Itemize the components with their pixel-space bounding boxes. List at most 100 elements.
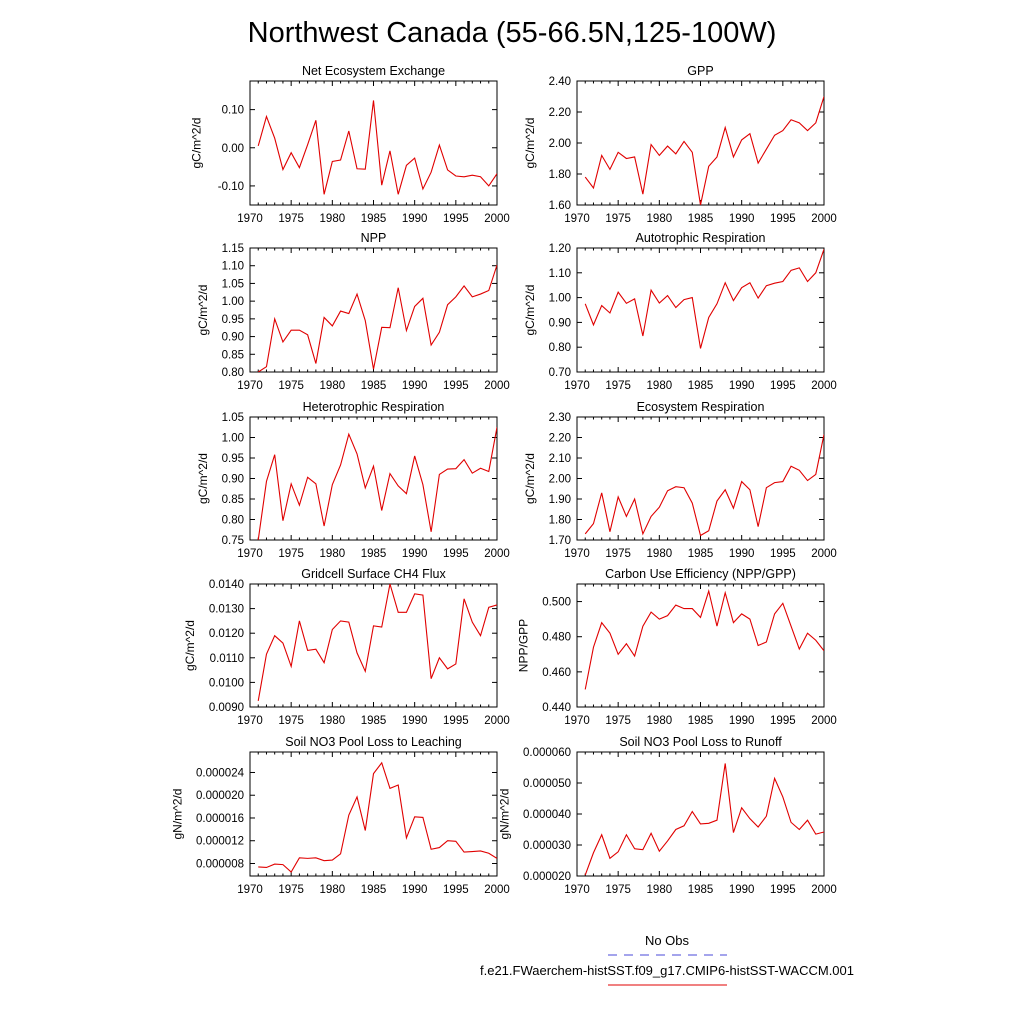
x-tick-label: 2000 bbox=[484, 548, 510, 560]
plot-frame bbox=[576, 416, 825, 541]
x-tick-label: 1985 bbox=[361, 213, 387, 225]
x-tick-label: 1975 bbox=[605, 884, 631, 896]
x-tick-label: 1995 bbox=[443, 548, 469, 560]
x-tick-label: 1985 bbox=[688, 548, 714, 560]
x-tick-label: 1980 bbox=[647, 548, 673, 560]
y-axis-label: gC/m^2/d bbox=[523, 453, 537, 504]
x-tick-label: 1970 bbox=[564, 884, 590, 896]
x-tick-label: 2000 bbox=[484, 213, 510, 225]
y-tick-label: 0.000050 bbox=[523, 778, 571, 790]
panel-soil-no3-pool-loss-to-leaching: Soil NO3 Pool Loss to Leaching 1970 1975 19… bbox=[171, 735, 510, 896]
x-tick-label: 1995 bbox=[770, 715, 796, 727]
panel-title: GPP bbox=[687, 64, 713, 78]
panel-autotrophic-respiration: Autotrophic Respiration 1970 1975 1980 1985 1… bbox=[523, 231, 837, 392]
y-axis-label: gN/m^2/d bbox=[498, 789, 512, 840]
panel-ecosystem-respiration: Ecosystem Respiration 1970 1975 1980 1985 199… bbox=[523, 400, 837, 560]
x-tick-label: 1980 bbox=[647, 380, 673, 392]
x-tick-label: 1975 bbox=[278, 715, 304, 727]
legend-label-no-obs: No Obs bbox=[645, 933, 690, 948]
figure-title: Northwest Canada (55-66.5N,125-100W) bbox=[248, 17, 777, 49]
y-tick-label: 0.000008 bbox=[196, 858, 244, 870]
panel-gpp: GPP 1970 1975 1980 1985 1990 1995 2000 1.60 1.80 2… bbox=[523, 64, 837, 225]
x-tick-label: 1990 bbox=[402, 213, 428, 225]
panel-title: Net Ecosystem Exchange bbox=[302, 64, 445, 78]
x-tick-label: 1975 bbox=[278, 548, 304, 560]
x-tick-label: 1980 bbox=[320, 884, 346, 896]
x-tick-label: 1970 bbox=[237, 213, 263, 225]
x-tick-label: 1990 bbox=[729, 884, 755, 896]
x-tick-label: 2000 bbox=[484, 715, 510, 727]
series-line bbox=[258, 761, 497, 873]
y-tick-label: 0.000040 bbox=[523, 809, 571, 821]
x-tick-label: 1970 bbox=[237, 548, 263, 560]
y-tick-label: 0.80 bbox=[222, 367, 244, 379]
y-tick-label: 1.10 bbox=[549, 268, 571, 280]
panels: Net Ecosystem Exchange 1970 1975 1980 1985 19… bbox=[171, 64, 837, 896]
x-tick-label: 1995 bbox=[770, 548, 796, 560]
x-tick-label: 1980 bbox=[647, 213, 673, 225]
y-tick-label: 2.00 bbox=[549, 138, 571, 150]
y-tick-label: 1.60 bbox=[549, 200, 571, 212]
panel-carbon-use-efficiency-npp-gpp: Carbon Use Efficiency (NPP/GPP) 1970 1975 1… bbox=[517, 567, 837, 727]
x-tick-label: 2000 bbox=[484, 884, 510, 896]
y-tick-label: 0.0110 bbox=[210, 653, 244, 665]
y-tick-label: 1.00 bbox=[549, 293, 571, 305]
x-tick-label: 1995 bbox=[770, 884, 796, 896]
y-tick-label: 0.000020 bbox=[196, 790, 244, 802]
y-tick-label: 0.440 bbox=[542, 702, 571, 714]
y-tick-label: 0.75 bbox=[222, 535, 244, 547]
x-tick-label: 1995 bbox=[443, 884, 469, 896]
y-tick-label: 0.0130 bbox=[209, 604, 244, 616]
y-tick-label: 0.000060 bbox=[523, 747, 571, 759]
x-tick-label: 1985 bbox=[688, 213, 714, 225]
x-tick-label: 1990 bbox=[729, 548, 755, 560]
x-tick-label: 1990 bbox=[729, 380, 755, 392]
plot-frame bbox=[249, 80, 498, 206]
y-tick-label: 0.90 bbox=[222, 332, 244, 344]
legend-label-model: f.e21.FWaerchem-histSST.f09_g17.CMIP6-hi… bbox=[480, 963, 854, 978]
x-tick-label: 1975 bbox=[605, 715, 631, 727]
y-tick-label: 0.000024 bbox=[196, 767, 245, 779]
series-line bbox=[584, 588, 824, 690]
series-line bbox=[257, 264, 497, 372]
panel-title: Autotrophic Respiration bbox=[636, 231, 766, 245]
x-tick-label: 1975 bbox=[605, 548, 631, 560]
y-tick-label: 2.40 bbox=[549, 76, 571, 88]
x-tick-label: 1980 bbox=[647, 884, 673, 896]
y-tick-label: 0.0140 bbox=[209, 579, 244, 591]
x-tick-label: 1975 bbox=[605, 213, 631, 225]
y-tick-label: 0.0090 bbox=[209, 702, 244, 714]
plot-frame bbox=[249, 247, 498, 373]
y-tick-label: 0.85 bbox=[222, 349, 244, 361]
series-line bbox=[584, 249, 824, 349]
panel-npp: NPP 1970 1975 1980 1985 1990 1995 2000 0.80 0.85 0… bbox=[196, 231, 510, 392]
plot-frame bbox=[576, 583, 825, 708]
y-axis-label: gC/m^2/d bbox=[183, 620, 197, 671]
y-tick-label: 0.85 bbox=[222, 494, 244, 506]
plot-frame bbox=[576, 751, 825, 877]
y-tick-label: 1.00 bbox=[222, 433, 244, 445]
x-tick-label: 1995 bbox=[443, 715, 469, 727]
panel-heterotrophic-respiration: Heterotrophic Respiration 1970 1975 1980 198… bbox=[196, 400, 510, 560]
panel-gridcell-surface-ch4-flux: Gridcell Surface CH4 Flux 1970 1975 1980 198… bbox=[183, 567, 510, 727]
y-tick-label: 0.80 bbox=[549, 342, 571, 354]
y-tick-label: 0.90 bbox=[549, 317, 571, 329]
x-tick-label: 1995 bbox=[770, 380, 796, 392]
y-tick-label: 1.90 bbox=[549, 494, 571, 506]
x-tick-label: 2000 bbox=[811, 715, 837, 727]
y-tick-label: 0.95 bbox=[222, 453, 244, 465]
y-axis-label: gC/m^2/d bbox=[190, 118, 204, 169]
series-line bbox=[257, 100, 497, 195]
x-tick-label: 1990 bbox=[729, 213, 755, 225]
x-tick-label: 1980 bbox=[320, 213, 346, 225]
y-tick-label: 0.90 bbox=[222, 474, 244, 486]
x-tick-label: 1985 bbox=[688, 380, 714, 392]
y-tick-label: 1.15 bbox=[222, 243, 244, 255]
x-tick-label: 1970 bbox=[237, 380, 263, 392]
legend: No Obs f.e21.FWaerchem-histSST.f09_g17.C… bbox=[480, 933, 854, 986]
y-tick-label: 0.95 bbox=[222, 314, 244, 326]
y-axis-label: gC/m^2/d bbox=[523, 285, 537, 336]
x-tick-label: 2000 bbox=[811, 548, 837, 560]
series-line bbox=[584, 434, 824, 537]
y-tick-label: 0.500 bbox=[542, 597, 571, 609]
